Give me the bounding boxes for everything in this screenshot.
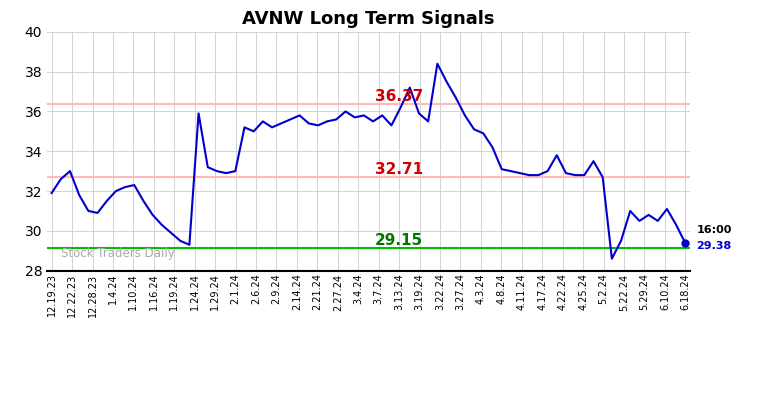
Text: 29.15: 29.15 (375, 233, 423, 248)
Text: 36.37: 36.37 (375, 89, 423, 104)
Title: AVNW Long Term Signals: AVNW Long Term Signals (242, 10, 495, 27)
Text: 16:00: 16:00 (696, 225, 731, 235)
Text: Stock Traders Daily: Stock Traders Daily (61, 247, 175, 259)
Text: 29.38: 29.38 (696, 241, 731, 251)
Text: 32.71: 32.71 (375, 162, 423, 177)
